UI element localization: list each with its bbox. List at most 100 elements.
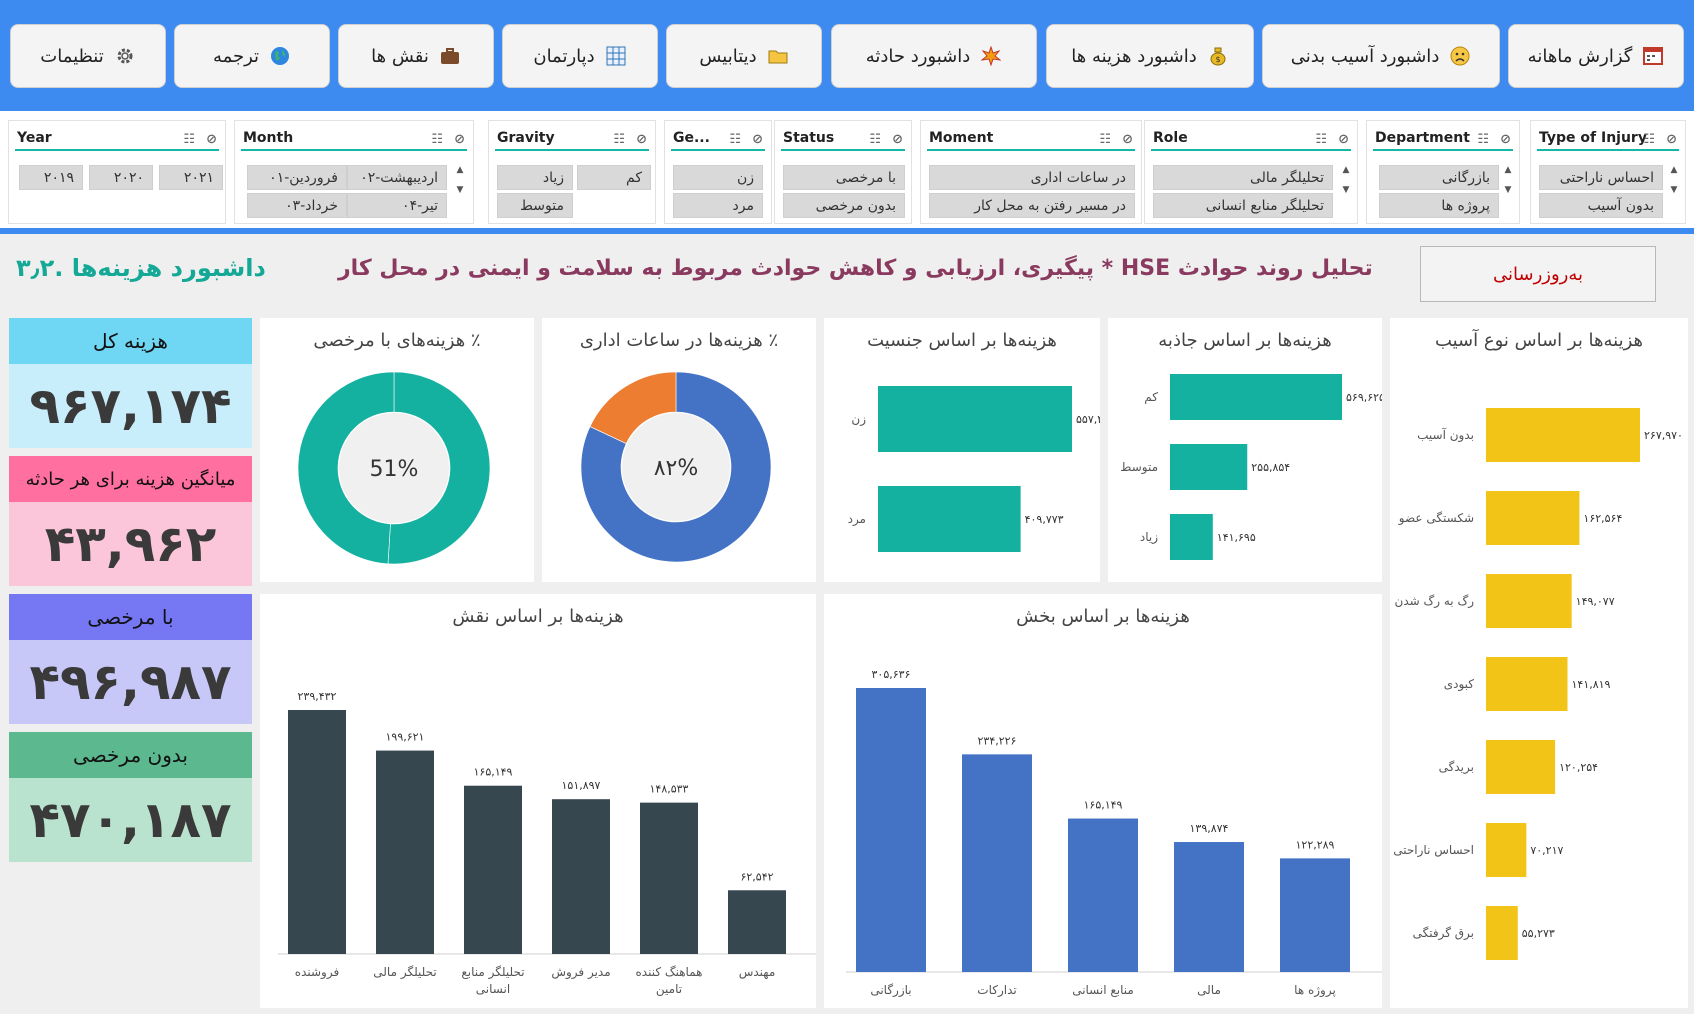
slicer-item[interactable]: با مرخصی — [783, 165, 905, 190]
bar — [962, 754, 1032, 972]
explosion-icon — [980, 45, 1002, 67]
category-label: کم — [1144, 390, 1158, 404]
category-label: مهندس — [739, 965, 776, 980]
slicer-item[interactable]: بازرگانی — [1379, 165, 1499, 190]
category-label: متوسط — [1120, 460, 1158, 475]
multi-select-icon[interactable]: ☷ — [1315, 132, 1327, 147]
nav-injury-dashboard-button[interactable]: داشبورد آسیب بدنی — [1262, 24, 1500, 88]
clear-filter-icon[interactable]: ⊘ — [752, 132, 763, 147]
clear-filter-icon[interactable]: ⊘ — [1500, 132, 1511, 147]
data-label: ۶۲,۵۴۲ — [740, 870, 773, 883]
slicer-title: Moment — [929, 130, 994, 146]
nav-label: تنظیمات — [40, 45, 104, 67]
slicer-scrollbar[interactable]: ▲ ▼ — [1670, 165, 1678, 195]
bar — [1486, 574, 1572, 628]
multi-select-icon[interactable]: ☷ — [431, 132, 443, 147]
slicer-item[interactable]: تیر-۰۴ — [347, 193, 447, 218]
donut-chart-office: ۸۲% — [580, 371, 772, 563]
slicer-item[interactable]: در ساعات اداری — [929, 165, 1135, 190]
nav-settings-button[interactable]: تنظیمات — [10, 24, 166, 88]
clear-filter-icon[interactable]: ⊘ — [1122, 132, 1133, 147]
slicer-item[interactable]: مرد — [673, 193, 763, 218]
bar — [288, 710, 346, 954]
slicer-gravity: Gravity ☷ ⊘ زیاد کم متوسط — [488, 120, 656, 224]
slicer-item[interactable]: ۲۰۲۱ — [159, 165, 223, 190]
refresh-button[interactable]: به‌روزرسانی — [1420, 246, 1656, 302]
data-label: ۱۶۲,۵۶۴ — [1583, 512, 1622, 525]
nav-roles-button[interactable]: نقش ها — [338, 24, 494, 88]
slicer-item[interactable]: کم — [577, 165, 651, 190]
slicer-scrollbar[interactable]: ▲ ▼ — [1342, 165, 1350, 195]
slicer-title: Role — [1153, 130, 1188, 146]
page-title: داشبورد هزینه‌ها .۳٫۲ — [16, 254, 266, 282]
bar — [1170, 444, 1248, 490]
slicer-item[interactable]: متوسط — [497, 193, 573, 218]
data-label: ۱۴۸,۵۳۳ — [650, 783, 689, 796]
category-label: تامین — [656, 982, 682, 997]
clear-filter-icon[interactable]: ⊘ — [1666, 132, 1677, 147]
slicer-item[interactable]: احساس ناراحتی — [1539, 165, 1663, 190]
donut-slice — [580, 371, 772, 563]
clear-filter-icon[interactable]: ⊘ — [1338, 132, 1349, 147]
slicer-item[interactable]: بدون مرخصی — [783, 193, 905, 218]
donut-slice — [589, 371, 677, 444]
clear-filter-icon[interactable]: ⊘ — [454, 132, 465, 147]
slicer-item[interactable]: ۲۰۱۹ — [19, 165, 83, 190]
chart-title: هزینه‌ها بر اساس بخش — [1016, 606, 1190, 627]
chart-panel-office: ٪ هزینه‌ها در ساعات اداری ۸۲% — [542, 318, 816, 582]
slicer-item[interactable]: پروژه ها — [1379, 193, 1499, 218]
slicer-item[interactable]: فروردین-۰۱ — [247, 165, 347, 190]
data-label: ۵۵۷,۴۰۱ — [1076, 413, 1100, 426]
multi-select-icon[interactable]: ☷ — [183, 132, 195, 147]
kpi-label: با مرخصی — [9, 594, 252, 640]
category-label: زیاد — [1140, 530, 1158, 545]
slicer-item[interactable]: در مسیر رفتن به محل کار — [929, 193, 1135, 218]
bar — [1486, 740, 1556, 794]
kpi-without-leave: بدون مرخصی ۴۷۰,۱۸۷ — [9, 732, 252, 862]
data-label: ۲۶۷,۹۷۰ — [1644, 429, 1683, 442]
category-label: مرد — [848, 512, 866, 527]
multi-select-icon[interactable]: ☷ — [1477, 132, 1489, 147]
slicer-item[interactable]: زن — [673, 165, 763, 190]
category-label: انسانی — [476, 982, 510, 996]
slicer-item[interactable]: خرداد-۰۳ — [247, 193, 347, 218]
nav-label: گزارش ماهانه — [1527, 45, 1633, 67]
slicer-scrollbar[interactable]: ▲ ▼ — [456, 165, 464, 195]
multi-select-icon[interactable]: ☷ — [1099, 132, 1111, 147]
multi-select-icon[interactable]: ☷ — [613, 132, 625, 147]
nav-database-button[interactable]: دیتابیس — [666, 24, 822, 88]
data-label: ۱۴۱,۶۹۵ — [1217, 531, 1256, 544]
bar — [1174, 842, 1244, 972]
slicer-gender: Ge... ☷ ⊘ زن مرد — [664, 120, 772, 224]
category-label: رگ به رگ شدن — [1395, 594, 1475, 609]
multi-select-icon[interactable]: ☷ — [729, 132, 741, 147]
chart-title: هزینه‌ها بر اساس نقش — [452, 606, 624, 627]
bar — [1486, 657, 1568, 711]
slicer-item[interactable]: تحلیلگر منابع انسانی — [1153, 193, 1333, 218]
multi-select-icon[interactable]: ☷ — [1643, 132, 1655, 147]
nav-cost-dashboard-button[interactable]: $ داشبورد هزینه ها — [1046, 24, 1254, 88]
clear-filter-icon[interactable]: ⊘ — [636, 132, 647, 147]
slicer-item[interactable]: تحلیلگر مالی — [1153, 165, 1333, 190]
slicer-department: Department ☷ ⊘ بازرگانی پروژه ها ▲ ▼ — [1366, 120, 1520, 224]
clear-filter-icon[interactable]: ⊘ — [892, 132, 903, 147]
slicer-item[interactable]: ۲۰۲۰ — [89, 165, 153, 190]
category-label: شکستگی عضو — [1398, 511, 1474, 526]
nav-monthly-report-button[interactable]: گزارش ماهانه — [1508, 24, 1684, 88]
bar — [1280, 858, 1350, 972]
bar-chart-injury: بدون آسیب ۲۶۷,۹۷۰ شکستگی عضو ۱۶۲,۵۶۴ رگ به ر… — [1393, 408, 1683, 960]
slicer-item[interactable]: بدون آسیب — [1539, 193, 1663, 218]
slicer-title: Status — [783, 130, 835, 146]
slicer-item[interactable]: اردیبهشت-۰۲ — [347, 165, 447, 190]
slicer-scrollbar[interactable]: ▲ ▼ — [1504, 165, 1512, 195]
nav-translate-button[interactable]: ترجمه — [174, 24, 330, 88]
clear-filter-icon[interactable]: ⊘ — [206, 132, 217, 147]
bar — [464, 785, 522, 954]
nav-incident-dashboard-button[interactable]: داشبورد حادثه — [831, 24, 1037, 88]
category-label: بریدگی — [1439, 760, 1474, 775]
slicer-item[interactable]: زیاد — [497, 165, 573, 190]
nav-department-button[interactable]: دپارتمان — [502, 24, 658, 88]
folder-icon — [767, 45, 789, 67]
bar — [1486, 823, 1527, 877]
multi-select-icon[interactable]: ☷ — [869, 132, 881, 147]
